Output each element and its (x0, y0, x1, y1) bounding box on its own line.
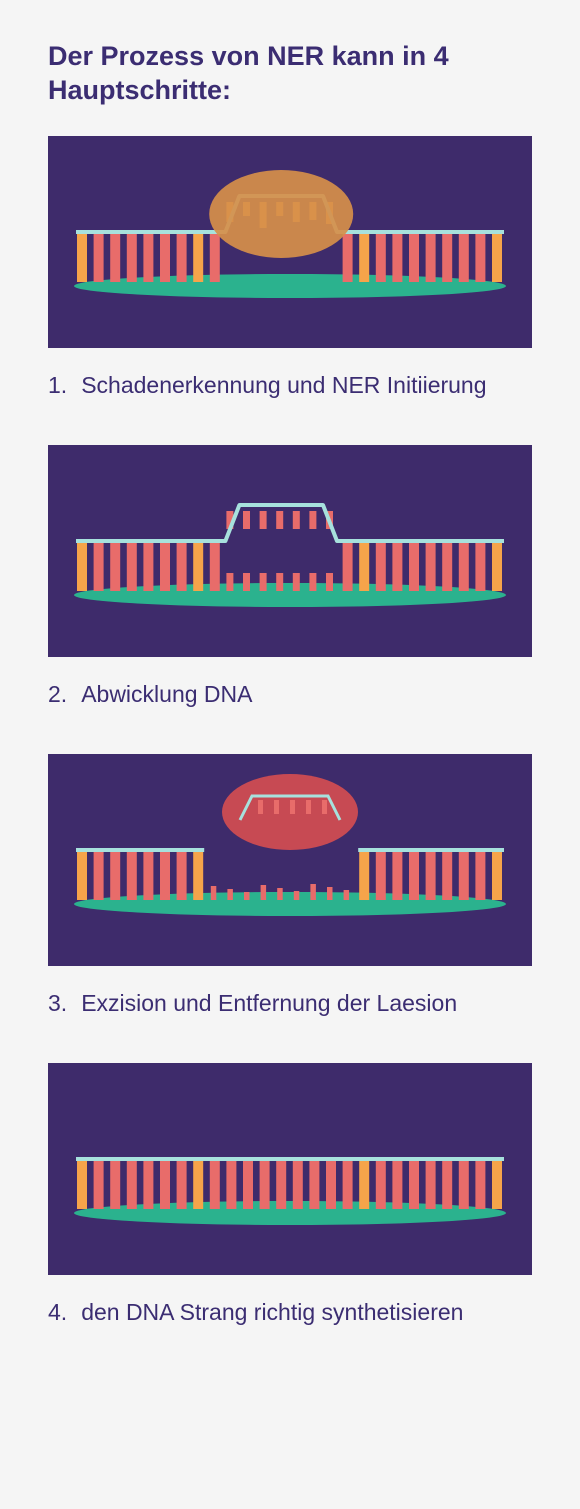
step-number: 4. (48, 1297, 67, 1328)
page-title: Der Prozess von NER kann in 4 Hauptschri… (48, 40, 532, 108)
step-2: 2. Abwicklung DNA (48, 445, 532, 710)
step-3: 3. Exzision und Entfernung der Laesion (48, 754, 532, 1019)
steps-container: 1. Schadenerkennung und NER Initiierung 2.… (48, 136, 532, 1328)
panel-4 (48, 1063, 532, 1275)
step-label: Schadenerkennung und NER Initiierung (81, 370, 532, 401)
step-number: 1. (48, 370, 67, 401)
dna-diagram-1 (48, 136, 532, 348)
dna-diagram-2 (48, 445, 532, 657)
caption-1: 1. Schadenerkennung und NER Initiierung (48, 370, 532, 401)
step-number: 3. (48, 988, 67, 1019)
panel-3 (48, 754, 532, 966)
step-1: 1. Schadenerkennung und NER Initiierung (48, 136, 532, 401)
panel-1 (48, 136, 532, 348)
step-label: Abwicklung DNA (81, 679, 532, 710)
caption-3: 3. Exzision und Entfernung der Laesion (48, 988, 532, 1019)
step-4: 4. den DNA Strang richtig synthetisieren (48, 1063, 532, 1328)
step-label: Exzision und Entfernung der Laesion (81, 988, 532, 1019)
caption-2: 2. Abwicklung DNA (48, 679, 532, 710)
dna-diagram-4 (48, 1063, 532, 1275)
panel-2 (48, 445, 532, 657)
caption-4: 4. den DNA Strang richtig synthetisieren (48, 1297, 532, 1328)
dna-diagram-3 (48, 754, 532, 966)
step-number: 2. (48, 679, 67, 710)
step-label: den DNA Strang richtig synthetisieren (81, 1297, 532, 1328)
